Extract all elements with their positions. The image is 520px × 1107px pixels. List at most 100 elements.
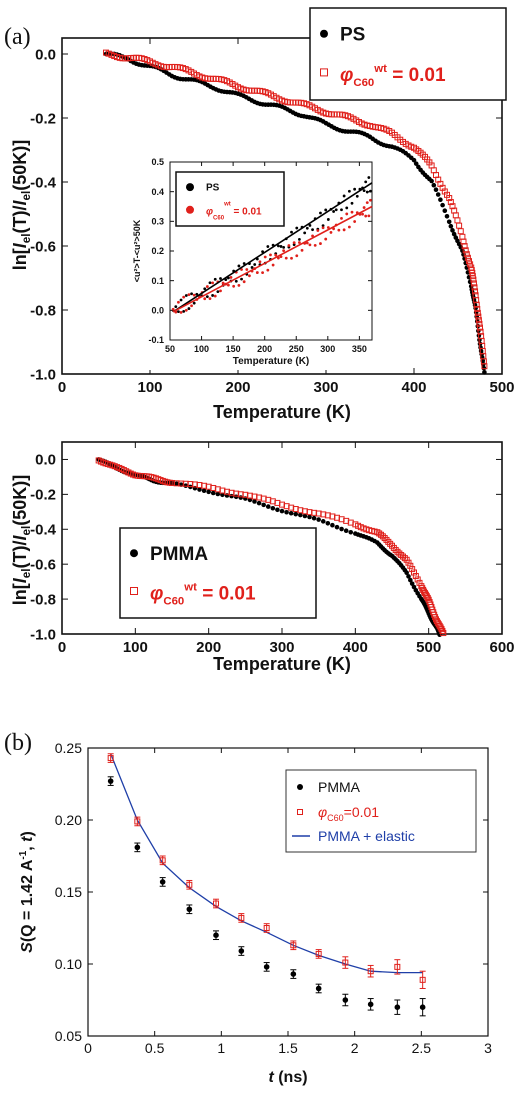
data-point	[290, 942, 297, 949]
x-tick-label: 500	[489, 379, 514, 396]
x-tick-label: 400	[401, 379, 426, 396]
y-tick-label: 0.3	[151, 216, 164, 226]
data-point	[456, 222, 463, 229]
data-point	[292, 243, 296, 246]
data-point	[300, 248, 304, 252]
data-point	[284, 256, 288, 260]
label-part: )	[19, 831, 36, 836]
label-part: (ns)	[274, 1069, 308, 1086]
label-part: C60	[213, 215, 225, 221]
x-tick-label: 500	[416, 639, 441, 656]
label-part: C60	[353, 77, 374, 89]
legend-entry-2: φC60 wt = 0.01	[206, 201, 262, 221]
x-tick-label: 150	[226, 344, 241, 354]
data-point	[342, 228, 346, 232]
data-point	[190, 304, 193, 308]
data-point	[305, 226, 309, 230]
legend-entry-2: φC60 wt = 0.01	[150, 581, 256, 607]
data-point	[184, 308, 188, 312]
data-point	[401, 555, 408, 562]
legend-entry-1: PMMA	[150, 544, 208, 565]
x-axis-label: Temperature (K)	[213, 402, 351, 422]
data-point	[210, 490, 216, 496]
data-point	[332, 210, 335, 213]
data-point	[469, 269, 476, 276]
x-tick-label: 200	[257, 344, 272, 354]
data-point	[287, 244, 291, 247]
data-point	[337, 228, 341, 232]
label-part: ln[	[10, 583, 30, 605]
inset-y-axis-label: <u²>T-<u²>50K	[132, 219, 142, 282]
data-point	[435, 192, 441, 197]
data-point	[184, 294, 188, 297]
data-point	[159, 879, 166, 885]
data-point	[240, 277, 243, 281]
data-point	[195, 292, 199, 296]
chart-ps: 0 100 200 300 400 500 0.0 -0.2 -0.4 -0.6 -0.8 -1.0 T…	[10, 7, 515, 422]
data-point	[177, 310, 180, 314]
data-point	[226, 283, 230, 287]
data-point	[353, 220, 357, 223]
data-point	[315, 950, 322, 957]
data-point	[350, 210, 354, 214]
data-point	[419, 976, 426, 983]
data-point	[481, 365, 487, 371]
data-point	[475, 317, 482, 324]
data-point	[467, 261, 474, 268]
legend-entry-1: PS	[340, 24, 365, 45]
data-point	[130, 549, 138, 558]
data-point	[469, 273, 476, 280]
data-point	[394, 548, 401, 555]
data-point	[324, 237, 328, 241]
label-part: (T)/	[10, 541, 30, 569]
data-point	[473, 301, 480, 308]
y-tick-label: -0.1	[148, 335, 164, 345]
data-point	[298, 512, 303, 518]
data-point	[187, 307, 191, 310]
data-point	[325, 520, 331, 526]
data-point	[245, 268, 249, 271]
x-tick-label: 400	[343, 639, 368, 656]
x-tick-label: 600	[489, 639, 514, 656]
data-point	[355, 194, 359, 198]
data-point	[353, 187, 357, 191]
data-point	[252, 499, 257, 504]
y-tick-label: -1.0	[30, 366, 56, 383]
label-part: = 0.01	[197, 583, 256, 604]
legend-box	[119, 527, 317, 619]
y-tick-label: 0.15	[55, 884, 82, 900]
legend-entry-3: PMMA + elastic	[318, 828, 415, 844]
data-point	[174, 305, 178, 309]
data-point	[266, 268, 270, 272]
data-point	[394, 1004, 401, 1010]
data-point	[334, 524, 340, 530]
label-part: = 0.01	[231, 206, 262, 217]
data-point	[406, 574, 411, 579]
data-point	[232, 284, 236, 288]
data-point	[279, 508, 285, 514]
data-point	[290, 256, 293, 260]
data-point	[451, 231, 457, 237]
data-point	[315, 985, 322, 992]
data-point	[107, 755, 114, 762]
data-point	[316, 229, 320, 232]
data-point	[302, 513, 308, 519]
data-point	[449, 203, 456, 210]
data-point	[326, 226, 330, 229]
data-point	[186, 183, 194, 192]
data-point	[330, 522, 335, 528]
data-point	[387, 540, 394, 547]
data-point	[345, 212, 349, 216]
data-point	[107, 778, 114, 784]
data-point	[179, 298, 183, 302]
panel-label-b: (b)	[4, 730, 32, 756]
data-point	[263, 255, 267, 259]
data-point	[319, 242, 322, 245]
data-point	[471, 284, 478, 291]
data-point	[213, 932, 219, 938]
data-point	[242, 280, 246, 284]
data-point	[437, 624, 444, 631]
data-point	[433, 187, 439, 193]
data-point	[311, 515, 317, 521]
